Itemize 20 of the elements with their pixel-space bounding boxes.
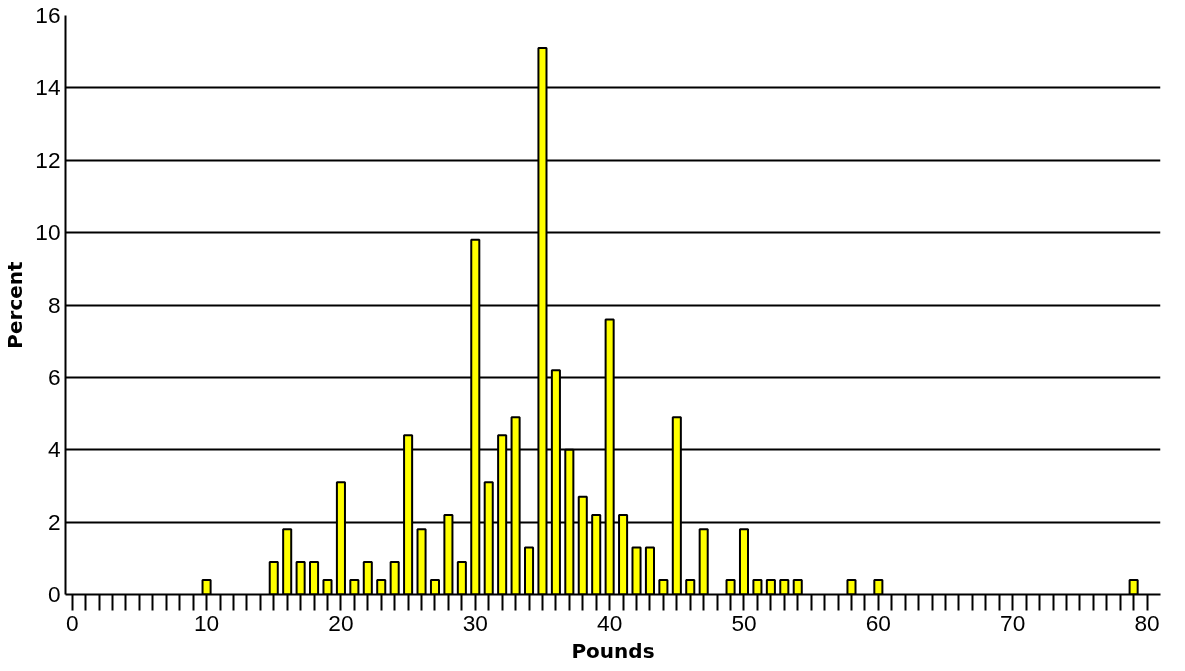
x-tick-label: 30 <box>462 609 488 636</box>
x-tick-label: 80 <box>1134 609 1160 636</box>
y-axis-title: Percent <box>3 260 28 349</box>
x-tick-label: 0 <box>65 609 79 636</box>
x-tick-label: 20 <box>328 609 354 636</box>
y-tick-label: 2 <box>47 508 61 535</box>
x-tick-label: 50 <box>731 609 757 636</box>
y-tick-label: 6 <box>47 363 61 390</box>
y-tick-label: 10 <box>35 219 61 246</box>
x-axis-title: Pounds <box>571 638 655 663</box>
y-tick-label: 12 <box>35 146 61 173</box>
x-tick-label: 60 <box>865 609 891 636</box>
y-tick-label: 8 <box>47 291 61 318</box>
x-tick-label: 70 <box>1000 609 1026 636</box>
y-tick-label: 4 <box>47 436 61 463</box>
y-tick-label: 14 <box>35 74 61 101</box>
x-tick-label: 10 <box>193 609 220 636</box>
y-tick-label: 0 <box>47 581 61 607</box>
x-tick-label: 40 <box>597 609 623 636</box>
y-tick-label: 16 <box>35 2 61 28</box>
